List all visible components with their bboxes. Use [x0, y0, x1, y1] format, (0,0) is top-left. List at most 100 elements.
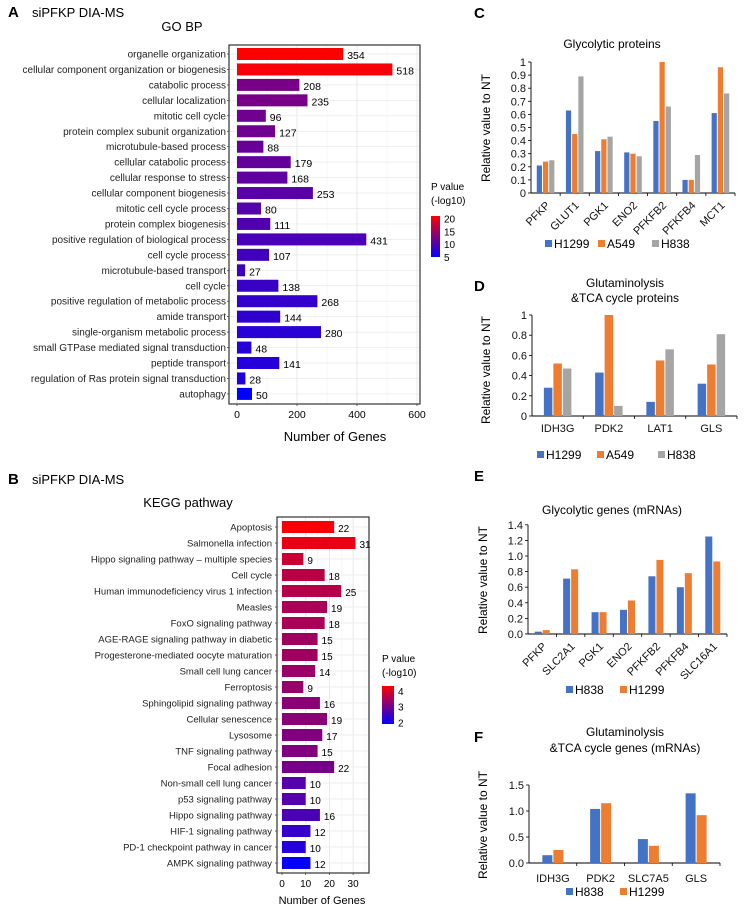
plot-frame	[228, 44, 421, 405]
bar	[282, 857, 311, 869]
bar	[571, 569, 579, 634]
bar	[282, 793, 306, 805]
bar	[282, 601, 328, 613]
y-tick-label: 0	[520, 188, 526, 200]
bar	[553, 850, 564, 863]
bar	[237, 125, 276, 138]
bar	[237, 48, 344, 60]
legend-title: P value	[431, 182, 465, 193]
bar	[237, 372, 246, 385]
y-tick-label: 0.5	[509, 832, 524, 844]
bar	[282, 809, 320, 821]
y-tick-label: 1.4	[508, 520, 523, 532]
panel-label: B	[8, 471, 19, 488]
y-tick-label: 1	[521, 310, 527, 322]
bar	[591, 612, 599, 634]
bar	[542, 161, 549, 193]
bar	[282, 569, 325, 581]
bar	[282, 553, 304, 565]
category-label: AGE-RAGE signaling pathway in diabetic	[98, 635, 272, 646]
bar	[595, 151, 601, 193]
bar	[562, 368, 572, 416]
bar	[237, 78, 300, 91]
y-tick-label: 0.0	[508, 629, 523, 641]
bar-value-label: 14	[319, 668, 331, 679]
category-label: mitotic cell cycle	[154, 111, 227, 122]
category-label: protein complex biogenesis	[105, 219, 226, 230]
bar-value-label: 12	[314, 828, 326, 839]
panel-D: D Glutaminolysis&TCA cycle proteins 0 0.2 0.…	[474, 276, 738, 462]
bar	[656, 559, 664, 634]
bar	[282, 825, 311, 837]
bar	[237, 202, 261, 215]
bar	[282, 729, 323, 741]
bar	[707, 364, 716, 416]
bar	[572, 134, 578, 193]
x-tick-label: MCT1	[698, 200, 728, 230]
x-tick-label: SLC7A5	[628, 873, 669, 885]
bar-value-label: 25	[345, 588, 357, 599]
category-label: Progesterone-mediated oocyte maturation	[95, 651, 272, 662]
y-tick-label: 0.1	[511, 175, 526, 187]
bar	[237, 233, 367, 246]
bar-value-label: 48	[255, 344, 267, 356]
bar	[590, 808, 601, 863]
bar-value-label: 431	[370, 235, 388, 247]
category-label: cell cycle	[185, 281, 226, 292]
legend-tick-label: 4	[398, 687, 404, 698]
category-label: small GTPase mediated signal transductio…	[33, 343, 226, 354]
legend-label: H838	[575, 683, 604, 697]
category-label: regulation of Ras protein signal transdu…	[31, 374, 226, 385]
bar	[636, 156, 642, 193]
bar-value-label: 22	[338, 524, 350, 535]
category-label: amide transport	[157, 312, 227, 323]
bar	[648, 576, 656, 634]
bar-value-label: 235	[312, 96, 330, 108]
legend-label: H1299	[546, 448, 582, 462]
bar-value-label: 12	[314, 860, 326, 871]
bar	[624, 152, 630, 193]
legend-label: H838	[575, 885, 604, 899]
y-tick-label: 0.8	[512, 330, 527, 342]
bar-value-label: 27	[249, 266, 261, 278]
chart-title: Glycolytic genes (mRNAs)	[542, 503, 682, 517]
category-label: catabolic process	[149, 80, 226, 91]
y-tick-label: 1	[520, 57, 526, 69]
bar-value-label: 19	[331, 604, 343, 615]
panel-label: A	[8, 4, 19, 21]
bar	[688, 179, 694, 193]
category-label: AMPK signaling pathway	[167, 859, 272, 870]
bar	[578, 76, 584, 193]
x-axis-label: Number of Genes	[279, 895, 366, 907]
legend-swatch	[566, 888, 573, 895]
bar	[542, 855, 553, 863]
bar	[237, 310, 281, 323]
legend-label: H838	[661, 237, 690, 251]
bar	[282, 745, 318, 757]
x-tick-label: 10	[300, 879, 312, 890]
legend-tick-label: 3	[398, 703, 404, 714]
legend-swatch	[620, 686, 627, 693]
bar	[694, 155, 701, 193]
x-tick-label: 400	[348, 409, 366, 421]
y-tick-label: 0.7	[511, 96, 526, 108]
plot-frame	[276, 516, 370, 874]
category-label: p53 signaling pathway	[178, 795, 272, 806]
bar-value-label: 111	[274, 220, 290, 232]
bar	[685, 793, 696, 863]
legend-label: H1299	[554, 237, 590, 251]
bar	[601, 803, 612, 863]
bar	[282, 585, 342, 597]
category-label: PD-1 checkpoint pathway in cancer	[123, 843, 272, 854]
y-tick-label: 0.2	[511, 162, 526, 174]
x-tick-label: 30	[348, 879, 360, 890]
bar	[282, 761, 335, 773]
bar-value-label: 168	[291, 174, 309, 186]
category-label: Ferroptosis	[224, 683, 272, 694]
bar-value-label: 127	[279, 127, 297, 139]
bar	[237, 357, 280, 369]
legend-tick-label: 5	[444, 253, 450, 264]
bar-value-label: 9	[307, 684, 313, 695]
